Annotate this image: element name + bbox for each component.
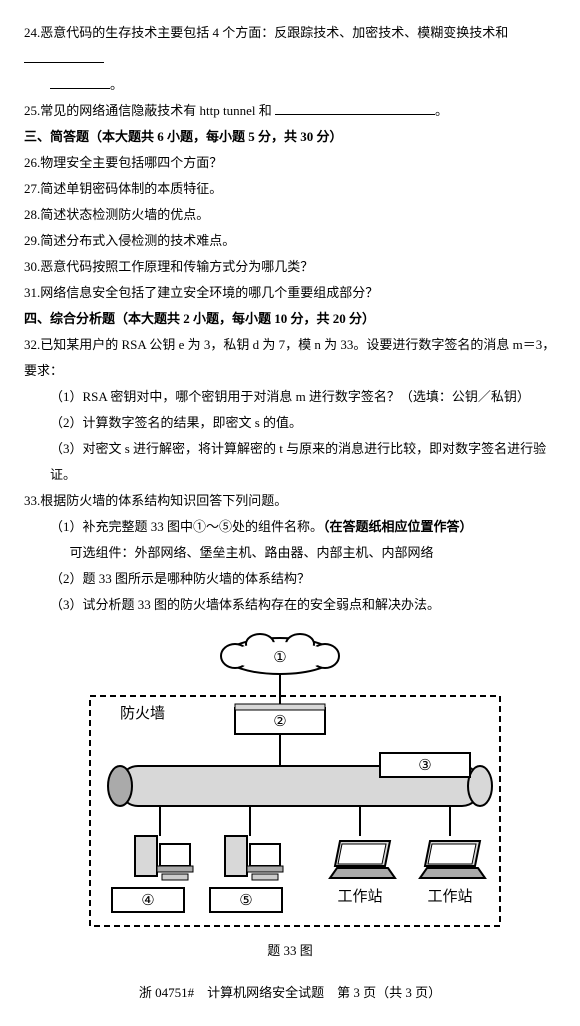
question-27: 27.简述单钥密码体制的本质特征。 — [24, 176, 556, 202]
question-32-2: （2）计算数字签名的结果，即密文 s 的值。 — [24, 410, 556, 436]
q-text: 常见的网络通信隐蔽技术有 http tunnel 和 — [40, 103, 271, 118]
q-text: 简述分布式入侵检测的技术难点。 — [40, 233, 235, 248]
question-24-tail: 。 — [24, 72, 556, 98]
node-label: ① — [273, 650, 286, 666]
section-4-heading: 四、综合分析题（本大题共 2 小题，每小题 10 分，共 20 分） — [24, 306, 556, 332]
q-num: 25. — [24, 103, 40, 118]
q-text: 恶意代码按照工作原理和传输方式分为哪几类？ — [40, 259, 313, 274]
q-tail: 。 — [435, 103, 448, 118]
q-text: 根据防火墙的体系结构知识回答下列问题。 — [40, 493, 287, 508]
q-num: 33. — [24, 493, 40, 508]
question-29: 29.简述分布式入侵检测的技术难点。 — [24, 228, 556, 254]
q-num: 24. — [24, 25, 40, 40]
q-text: 物理安全主要包括哪四个方面？ — [40, 155, 222, 170]
box-node-3: ③ — [380, 753, 470, 777]
blank — [24, 62, 104, 63]
diagram-caption: 题 33 图 — [24, 938, 556, 964]
q-text: 网络信息安全包括了建立安全环境的哪几个重要组成部分？ — [40, 285, 378, 300]
question-32-3: （3）对密文 s 进行解密，将计算解密的 t 与原来的消息进行比较，即对数字签名… — [24, 436, 556, 488]
node-label: ④ — [141, 893, 154, 909]
question-32-1: （1）RSA 密钥对中，哪个密钥用于对消息 m 进行数字签名？（选填：公钥／私钥… — [24, 384, 556, 410]
blank — [50, 88, 110, 89]
q-num: 32. — [24, 337, 40, 352]
q-tail: 。 — [110, 77, 123, 92]
question-33-3: （3）试分析题 33 图的防火墙体系结构存在的安全弱点和解决办法。 — [24, 592, 556, 618]
ws-label: 工作站 — [427, 888, 472, 905]
node-label: ② — [273, 714, 286, 730]
question-32: 32.已知某用户的 RSA 公钥 e 为 3，私钥 d 为 7，模 n 为 33… — [24, 332, 556, 384]
question-28: 28.简述状态检测防火墙的优点。 — [24, 202, 556, 228]
question-33-2: （2）题 33 图所示是哪种防火墙的体系结构？ — [24, 566, 556, 592]
question-30: 30.恶意代码按照工作原理和传输方式分为哪几类？ — [24, 254, 556, 280]
q-bold: （在答题纸相应位置作答） — [323, 519, 473, 534]
q-text: 简述单钥密码体制的本质特征。 — [40, 181, 222, 196]
firewall-label: 防火墙 — [120, 705, 165, 722]
node-label: ③ — [418, 758, 431, 774]
q-num: 26. — [24, 155, 40, 170]
question-24: 24.恶意代码的生存技术主要包括 4 个方面：反跟踪技术、加密技术、模糊变换技术… — [24, 20, 556, 72]
page-footer: 浙 04751# 计算机网络安全试题 第 3 页（共 3 页） — [24, 980, 556, 1006]
q-num: 28. — [24, 207, 40, 222]
q-num: 27. — [24, 181, 40, 196]
q-text: 已知某用户的 RSA 公钥 e 为 3，私钥 d 为 7，模 n 为 33。设要… — [24, 337, 555, 378]
q-text: （1）补充完整题 33 图中①～⑤处的组件名称。 — [50, 519, 323, 534]
firewall-diagram: 防火墙 ① ② ③ ④ — [50, 626, 530, 936]
workstation-2 — [420, 841, 485, 878]
server-node-4 — [135, 836, 193, 880]
question-33-1-opts: 可选组件：外部网络、堡垒主机、路由器、内部主机、内部网络 — [24, 540, 556, 566]
workstation-1 — [330, 841, 395, 878]
server-node-5 — [225, 836, 283, 880]
blank — [275, 114, 435, 115]
question-31: 31.网络信息安全包括了建立安全环境的哪几个重要组成部分？ — [24, 280, 556, 306]
cloud-node-1: ① — [221, 634, 339, 674]
q-num: 31. — [24, 285, 40, 300]
q-text: 简述状态检测防火墙的优点。 — [40, 207, 209, 222]
question-26: 26.物理安全主要包括哪四个方面？ — [24, 150, 556, 176]
ws-label: 工作站 — [337, 888, 382, 905]
section-3-heading: 三、简答题（本大题共 6 小题，每小题 5 分，共 30 分） — [24, 124, 556, 150]
question-33: 33.根据防火墙的体系结构知识回答下列问题。 — [24, 488, 556, 514]
q-num: 29. — [24, 233, 40, 248]
question-33-1: （1）补充完整题 33 图中①～⑤处的组件名称。（在答题纸相应位置作答） — [24, 514, 556, 540]
q-text: 恶意代码的生存技术主要包括 4 个方面：反跟踪技术、加密技术、模糊变换技术和 — [40, 25, 508, 40]
question-25: 25.常见的网络通信隐蔽技术有 http tunnel 和 。 — [24, 98, 556, 124]
node-label: ⑤ — [239, 893, 252, 909]
q-num: 30. — [24, 259, 40, 274]
box-node-2: ② — [235, 704, 325, 734]
